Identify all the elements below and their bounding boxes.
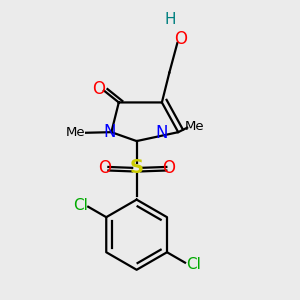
Text: H: H — [164, 12, 176, 27]
Text: Me: Me — [185, 120, 204, 133]
Text: N: N — [103, 123, 116, 141]
Text: O: O — [92, 80, 105, 98]
Text: O: O — [174, 30, 187, 48]
Text: O: O — [98, 158, 111, 176]
Text: Cl: Cl — [74, 198, 88, 213]
Text: N: N — [156, 124, 168, 142]
Text: Me: Me — [65, 126, 85, 139]
Text: S: S — [130, 158, 144, 177]
Text: O: O — [162, 158, 175, 176]
Text: Cl: Cl — [187, 256, 201, 272]
